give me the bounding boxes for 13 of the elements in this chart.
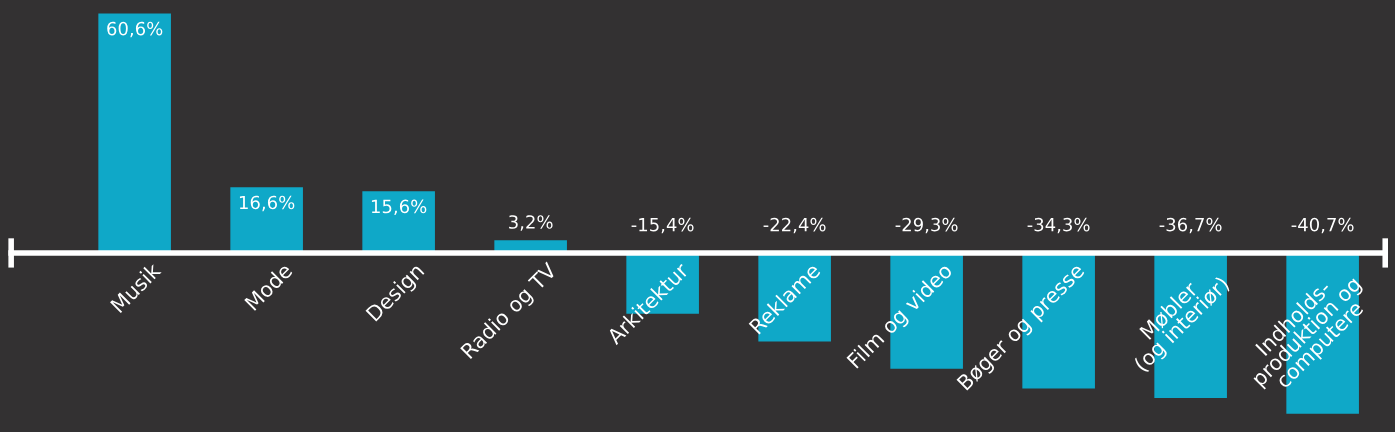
data-label: -29,3% <box>895 217 958 234</box>
data-label: 16,6% <box>239 195 295 212</box>
data-label: -15,4% <box>631 217 694 234</box>
data-label: -36,7% <box>1159 217 1222 234</box>
bar <box>230 187 303 253</box>
bar <box>362 191 435 253</box>
data-label: 60,6% <box>107 21 163 38</box>
data-label: 15,6% <box>371 199 427 216</box>
data-label: 3,2% <box>509 215 553 231</box>
data-label: -34,3% <box>1027 217 1090 234</box>
data-label: -40,7% <box>1291 217 1354 234</box>
data-label: -22,4% <box>763 217 826 234</box>
bar <box>98 13 171 253</box>
